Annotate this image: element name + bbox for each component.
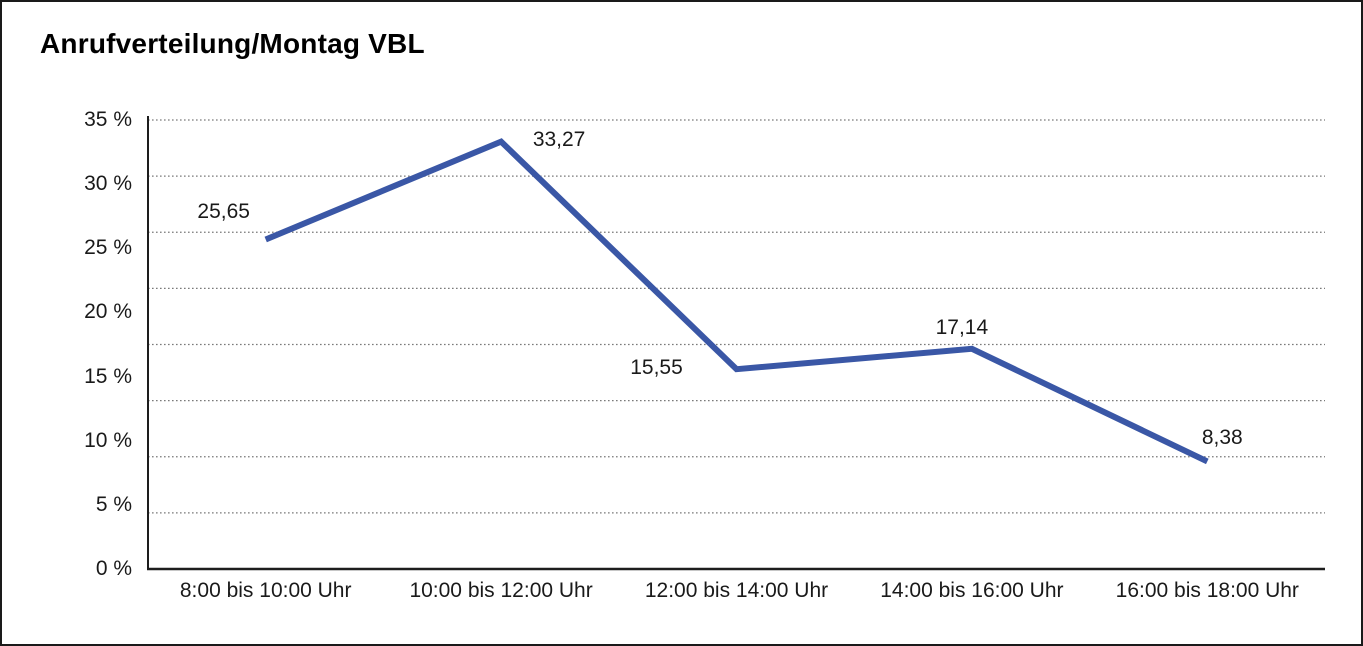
chart-title: Anrufverteilung/Montag VBL [40, 28, 425, 59]
data-point-label: 25,65 [197, 199, 250, 223]
y-tick-label: 10 % [84, 428, 132, 452]
data-point-label: 8,38 [1201, 426, 1243, 450]
data-line-series [264, 138, 1209, 465]
y-tick-label: 30 % [84, 172, 132, 196]
x-category-label: 10:00 bis 12:00 Uhr [409, 579, 593, 602]
y-tick-label: 20 % [84, 300, 132, 324]
data-point-label: 17,14 [935, 315, 989, 339]
x-category-label: 14:00 bis 16:00 Uhr [880, 579, 1064, 602]
x-category-label: 12:00 bis 14:00 Uhr [644, 579, 829, 602]
y-tick-label: 25 % [84, 236, 132, 260]
x-category-label: 8:00 bis 10:00 Uhr [179, 579, 352, 602]
data-point-label: 33,27 [532, 127, 586, 151]
y-tick-label: 0 % [95, 557, 132, 580]
y-tick-label: 35 % [84, 108, 132, 131]
x-category-label: 16:00 bis 18:00 Uhr [1115, 579, 1299, 602]
y-tick-label: 5 % [95, 492, 132, 516]
y-tick-label: 15 % [84, 364, 132, 388]
data-point-label: 15,55 [630, 356, 683, 380]
